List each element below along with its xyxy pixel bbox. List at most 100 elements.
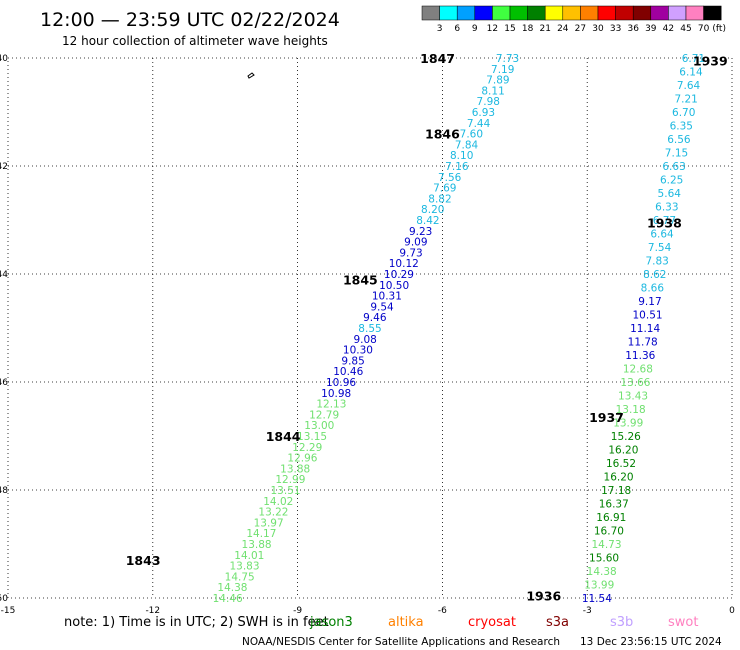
y-tick-label: -44 [0, 270, 8, 280]
satellite-label: swot [668, 615, 698, 630]
wave-height-point: 9.73 [399, 247, 422, 259]
wave-height-point: 7.44 [467, 118, 491, 130]
y-tick-label: -40 [0, 54, 8, 64]
wave-height-point: 11.14 [630, 323, 660, 335]
plot-axes: -15 -12 -9 -6 -3 0 -40 -42 -44 -46 -48 -50 [0, 54, 735, 616]
pass-time-label: 1937 [589, 410, 624, 425]
wave-height-point: 10.29 [384, 269, 414, 281]
wave-height-point: 6.93 [472, 107, 495, 119]
wave-height-point: 13.97 [254, 517, 284, 529]
legend-swatch [650, 5, 669, 21]
wave-height-point: 15.26 [611, 431, 641, 443]
wave-height-point: 13.88 [280, 463, 310, 475]
legend-swatch [474, 5, 493, 21]
wave-height-point: 7.84 [455, 139, 479, 151]
x-tick-label: -12 [145, 606, 160, 616]
satellite-label: s3b [610, 615, 633, 630]
wave-height-point: 14.46 [213, 593, 243, 605]
wave-height-point: 9.23 [409, 226, 432, 238]
legend-label: 42 [663, 24, 674, 34]
wave-height-point: 6.70 [672, 107, 695, 119]
wave-height-point: 12.29 [292, 442, 322, 454]
pass-time-label: 1843 [126, 553, 161, 568]
legend-swatch [597, 5, 616, 21]
legend-swatch [685, 5, 704, 21]
wave-height-point: 8.55 [358, 323, 381, 335]
wave-height-point: 7.19 [491, 64, 514, 76]
wave-height-point: 13.51 [271, 485, 301, 497]
wave-height-point: 11.54 [582, 593, 612, 605]
pass-time-label: 1845 [343, 272, 378, 287]
legend-swatch [527, 5, 546, 21]
legend-swatch [544, 5, 564, 21]
chart-title: 12:00 — 23:59 UTC 02/22/2024 [40, 9, 340, 31]
credit-text: NOAA/NESDIS Center for Satellite Applica… [242, 636, 560, 648]
satellite-label: s3a [546, 615, 569, 630]
wave-height-point: 6.56 [667, 134, 691, 146]
wave-height-point: 12.13 [316, 399, 346, 411]
y-tick-label: -46 [0, 378, 8, 388]
legend-label: 21 [539, 24, 550, 34]
legend-swatch [668, 5, 687, 21]
island-outline [247, 72, 255, 79]
wave-height-point: 6.14 [679, 67, 703, 79]
x-tick-label: -9 [293, 606, 302, 616]
wave-height-point: 10.31 [372, 291, 402, 303]
wave-height-point: 14.01 [234, 550, 264, 562]
wave-height-point: 6.33 [655, 202, 678, 214]
wave-height-point: 9.85 [341, 355, 364, 367]
wave-height-point: 12.99 [275, 474, 305, 486]
legend-label: 12 [487, 24, 498, 34]
wave-height-point: 15.60 [589, 553, 619, 565]
wave-height-point: 13.89 [191, 636, 221, 648]
wave-height-point: 10.98 [321, 388, 351, 400]
wave-height-point: 7.15 [665, 148, 688, 160]
wave-height-point: 13.18 [616, 404, 646, 416]
wave-height-point: 13.60 [208, 604, 238, 616]
legend-label: 24 [557, 24, 569, 34]
wave-height-point: 10.46 [333, 366, 363, 378]
wave-height-point: 13.99 [584, 580, 614, 592]
wave-height-point: 16.20 [604, 472, 634, 484]
wave-height-point: 14.02 [263, 496, 293, 508]
wave-height-point: 6.64 [650, 229, 674, 241]
legend-label: 70 [698, 24, 710, 34]
wave-height-point: 5.64 [658, 188, 682, 200]
x-tick-label: -6 [438, 606, 447, 616]
wave-height-point: 7.60 [460, 129, 483, 141]
wave-height-point: 7.89 [486, 75, 509, 87]
legend-label: 3 [437, 24, 443, 34]
y-tick-label: -50 [0, 594, 8, 604]
legend-swatch [421, 5, 440, 21]
wave-height-point: 6.77 [653, 215, 676, 227]
wave-height-point: 11.78 [628, 337, 658, 349]
legend-label: 27 [575, 24, 586, 34]
legend-label: 45 [680, 24, 691, 34]
legend-swatch [492, 5, 511, 21]
wave-height-point: 10.96 [326, 377, 356, 389]
wave-height-point: 12.79 [309, 409, 339, 421]
satellite-label: cryosat [468, 615, 516, 630]
wave-height-point: 14.17 [246, 528, 276, 540]
wave-height-point: 16.37 [599, 499, 629, 511]
wave-height-point: 9.09 [404, 237, 427, 249]
wave-height-point: 14.38 [217, 582, 247, 594]
wave-height-point: 10.51 [633, 310, 663, 322]
pass-time-label: 1844 [266, 429, 301, 444]
legend-swatch [580, 5, 599, 21]
pass-time-label: 1938 [647, 216, 682, 231]
wave-height-point: 6.35 [670, 121, 693, 133]
y-tick-label: -48 [0, 486, 8, 496]
wave-height-point: 8.10 [450, 150, 473, 162]
wave-height-values: 7.737.197.898.117.986.937.447.607.848.10… [191, 53, 705, 648]
wave-height-point: 8.42 [416, 215, 439, 227]
wave-height-point: 7.64 [677, 80, 701, 92]
plot-grid [7, 57, 733, 599]
wave-height-point: 6.25 [660, 175, 683, 187]
wave-height-point: 8.82 [428, 193, 451, 205]
wave-height-point: 16.52 [606, 458, 636, 470]
legend-swatch [703, 5, 722, 21]
wave-height-point: 7.73 [496, 53, 519, 65]
chart-subtitle: 12 hour collection of altimeter wave hei… [62, 34, 328, 48]
wave-height-point: 8.11 [481, 85, 504, 97]
